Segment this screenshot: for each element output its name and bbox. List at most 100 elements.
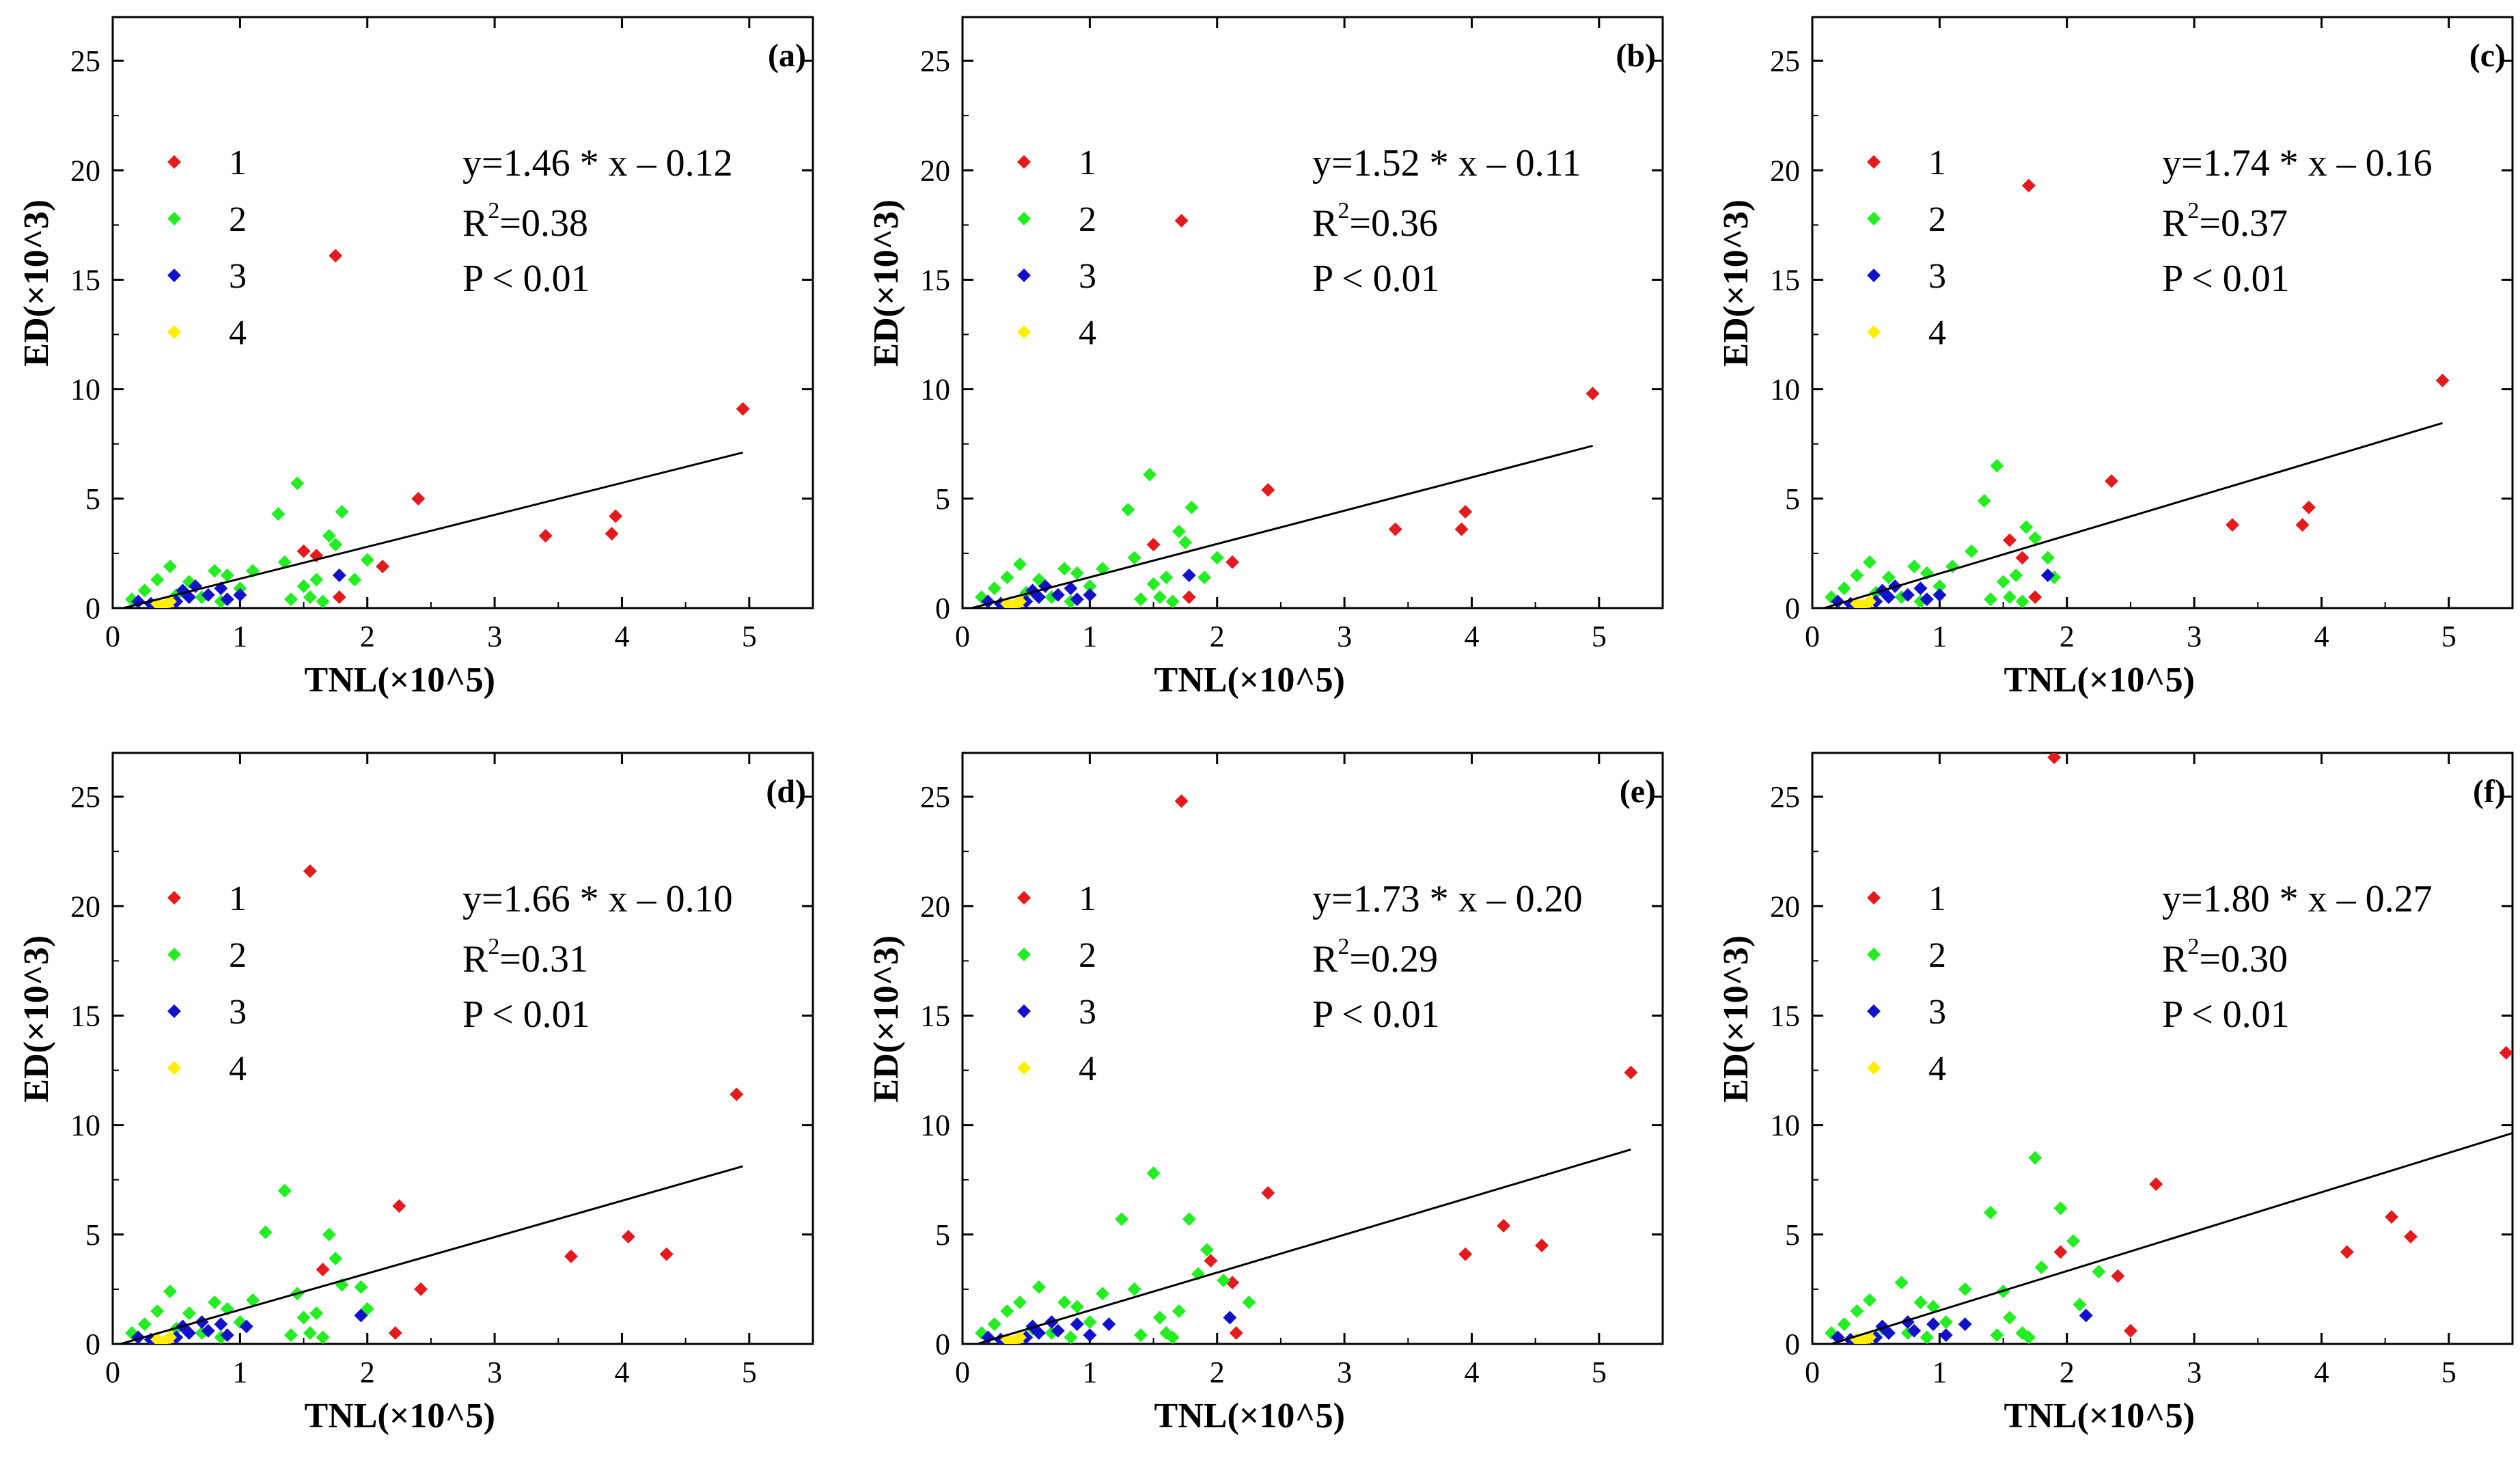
series-2-point <box>137 583 152 598</box>
series-2-point <box>303 590 317 604</box>
y-tick-label: 0 <box>935 1328 950 1361</box>
series-2-point <box>1165 594 1180 608</box>
x-tick-label: 3 <box>487 1356 502 1389</box>
x-tick-label: 2 <box>360 1356 375 1389</box>
x-tick-label: 4 <box>614 1356 629 1389</box>
legend-label-4: 4 <box>229 314 247 353</box>
series-1-point <box>296 544 311 558</box>
r2-prefix: R <box>2162 938 2188 980</box>
series-3-point <box>220 592 234 607</box>
legend-label-4: 4 <box>229 1049 247 1088</box>
series-3-point <box>1881 1325 1896 1340</box>
series-2-point <box>316 1330 330 1344</box>
series-1-point <box>2111 1269 2125 1283</box>
legend-label-1: 1 <box>229 143 247 182</box>
series-1-point <box>2123 1323 2137 1338</box>
y-tick-label: 10 <box>1770 373 1800 407</box>
series-1-point <box>388 1325 402 1340</box>
regression-line <box>973 1148 1631 1344</box>
series-2-point <box>163 1284 177 1299</box>
series-2-point <box>1197 571 1212 585</box>
series-1-point <box>1454 522 1469 536</box>
series-1-point <box>1388 522 1402 536</box>
series-2-point <box>1850 568 1864 582</box>
y-tick-label: 20 <box>70 890 100 923</box>
series-2-point <box>1057 562 1072 576</box>
legend-marker-2 <box>1867 948 1881 961</box>
series-3-point <box>1083 588 1097 602</box>
r-squared: R2=0.38 <box>462 198 588 245</box>
x-tick-label: 1 <box>1932 620 1947 653</box>
x-tick-label: 2 <box>360 620 375 653</box>
legend-label-3: 3 <box>229 993 247 1032</box>
x-tick-label: 5 <box>2441 620 2456 653</box>
x-tick-label: 2 <box>2060 620 2075 653</box>
series-3-point <box>1083 1328 1097 1343</box>
series-1-point <box>1226 555 1240 569</box>
series-4-point <box>1006 599 1021 608</box>
series-1-point <box>1586 387 1600 401</box>
series-2-point <box>1182 1212 1196 1226</box>
series-2-point <box>2015 594 2030 608</box>
series-3-point <box>1939 1328 1953 1343</box>
panel-label: (d) <box>766 773 806 810</box>
y-tick-label: 25 <box>920 44 950 78</box>
y-tick-label: 15 <box>920 263 950 297</box>
y-tick-label: 20 <box>920 890 950 923</box>
series-1-point <box>316 1263 330 1277</box>
series-1-point <box>2015 551 2030 565</box>
y-tick-label: 15 <box>70 999 100 1032</box>
r2-value: =0.31 <box>499 938 588 980</box>
series-1-point <box>2053 1245 2068 1259</box>
legend-marker-4 <box>1867 325 1881 339</box>
series-2-point <box>1850 1304 1864 1318</box>
series-2-point <box>271 507 286 521</box>
y-tick-label: 5 <box>1785 1218 1800 1252</box>
series-4-point <box>1856 1334 1870 1344</box>
series-4-point <box>156 1334 171 1344</box>
series-2-point <box>1121 502 1135 517</box>
y-axis-title: ED(×10^3) <box>1717 935 1756 1103</box>
x-tick-label: 2 <box>2060 1356 2075 1389</box>
legend-label-1: 1 <box>229 879 247 918</box>
y-tick-label: 5 <box>935 482 950 516</box>
series-3-point <box>1064 581 1078 596</box>
r2-value: =0.36 <box>1349 202 1438 245</box>
series-2-point <box>1977 494 1991 508</box>
series-2-point <box>348 573 362 587</box>
series-1-point <box>609 509 623 523</box>
series-3-point <box>1900 588 1915 602</box>
series-2-point <box>309 1306 324 1321</box>
series-3-point <box>1051 1323 1065 1338</box>
legend-label-3: 3 <box>1928 257 1946 296</box>
x-tick-label: 2 <box>1210 620 1225 653</box>
series-2-point <box>1837 1317 1851 1332</box>
y-axis-title: ED(×10^3) <box>17 200 56 367</box>
y-tick-label: 0 <box>1785 1328 1800 1361</box>
legend-marker-4 <box>1867 1061 1881 1075</box>
series-1-point <box>2002 533 2017 547</box>
series-2-point <box>1920 1330 1934 1344</box>
series-3-point <box>1182 568 1196 582</box>
x-tick-label: 3 <box>487 620 502 653</box>
series-3-point <box>1102 1317 1116 1332</box>
series-1-point <box>2499 1045 2512 1060</box>
r2-exponent: 2 <box>1338 934 1349 959</box>
r-squared: R2=0.37 <box>2162 198 2288 245</box>
series-2-point <box>1165 1330 1180 1344</box>
series-2-point <box>1964 544 1978 558</box>
series-2-point <box>322 529 336 543</box>
series-1-point <box>1261 483 1275 497</box>
series-1-point <box>392 1199 406 1213</box>
series-2-point <box>1070 566 1084 580</box>
series-3-point <box>195 1315 209 1329</box>
y-tick-label: 10 <box>920 373 950 407</box>
panel-b: 0 1 2 3 4 5 0 5 10 15 20 25 TNL(×10^5) ED(×10^3) (b) 1 2… <box>867 16 1664 700</box>
series-1-point <box>1458 1247 1473 1261</box>
series-2-point <box>1127 1282 1141 1296</box>
series-2-point <box>1096 1287 1109 1301</box>
series-2-point <box>246 1293 260 1307</box>
series-2-point <box>329 538 343 552</box>
regression-equation: y=1.73 * x – 0.20 <box>1312 878 1583 920</box>
